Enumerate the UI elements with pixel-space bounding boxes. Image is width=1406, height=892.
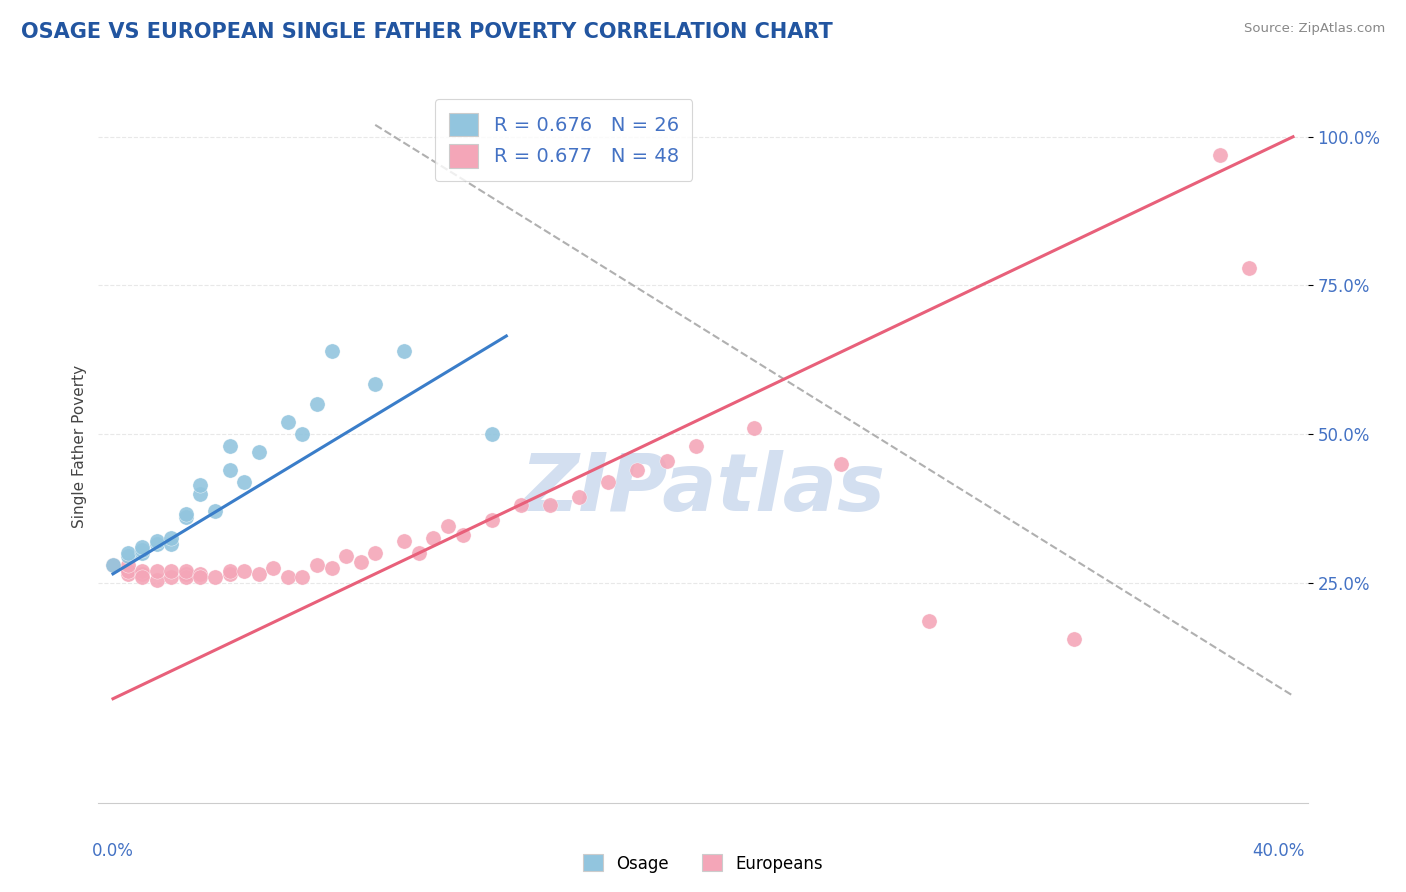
Text: OSAGE VS EUROPEAN SINGLE FATHER POVERTY CORRELATION CHART: OSAGE VS EUROPEAN SINGLE FATHER POVERTY … (21, 22, 832, 42)
Point (160, 570, 183, 584)
Point (437, 519, 460, 533)
Point (1209, 147, 1232, 161)
Point (233, 475, 256, 489)
Point (117, 546, 139, 560)
Point (277, 570, 299, 584)
Point (174, 508, 197, 522)
Point (117, 564, 139, 578)
Point (190, 477, 212, 491)
Text: 40.0%: 40.0% (1253, 842, 1305, 860)
Point (145, 573, 167, 587)
Point (247, 566, 270, 581)
Point (233, 564, 256, 578)
Point (394, 534, 416, 549)
Point (305, 397, 328, 411)
Point (918, 615, 941, 629)
Point (247, 445, 270, 459)
Text: Source: ZipAtlas.com: Source: ZipAtlas.com (1244, 22, 1385, 36)
Point (117, 566, 139, 581)
Point (291, 427, 314, 442)
Point (655, 454, 678, 468)
Point (685, 439, 707, 453)
Point (1239, 260, 1261, 275)
Point (408, 546, 430, 560)
Point (190, 486, 212, 500)
Point (174, 564, 197, 578)
Point (262, 561, 284, 575)
Point (131, 566, 153, 581)
Y-axis label: Single Father Poverty: Single Father Poverty (72, 365, 87, 527)
Point (190, 570, 212, 584)
Legend: Osage, Europeans: Osage, Europeans (576, 847, 830, 880)
Point (174, 566, 197, 581)
Point (160, 537, 183, 551)
Point (364, 546, 387, 560)
Text: ZIPatlas: ZIPatlas (520, 450, 886, 528)
Point (145, 534, 167, 549)
Legend: R = 0.676   N = 26, R = 0.677   N = 48: R = 0.676 N = 26, R = 0.677 N = 48 (436, 99, 693, 181)
Point (145, 564, 167, 578)
Point (305, 558, 328, 572)
Point (131, 546, 153, 560)
Point (830, 457, 852, 471)
Point (451, 528, 474, 542)
Point (117, 549, 139, 563)
Point (218, 463, 240, 477)
Point (145, 537, 167, 551)
Point (277, 415, 299, 429)
Point (131, 543, 153, 558)
Point (160, 531, 183, 545)
Point (742, 421, 765, 435)
Point (101, 558, 124, 572)
Point (131, 564, 153, 578)
Point (174, 570, 197, 584)
Point (1063, 632, 1085, 647)
Point (364, 376, 387, 391)
Point (598, 475, 620, 489)
Point (394, 343, 416, 358)
Point (174, 510, 197, 524)
Point (117, 558, 139, 572)
Point (481, 427, 503, 442)
Point (481, 513, 503, 527)
Point (204, 504, 226, 518)
Point (321, 343, 343, 358)
Point (422, 531, 444, 545)
Point (509, 499, 531, 513)
Point (291, 570, 314, 584)
Point (321, 561, 343, 575)
Point (626, 463, 648, 477)
Point (131, 570, 153, 584)
Point (204, 570, 226, 584)
Point (190, 566, 212, 581)
Point (218, 439, 240, 453)
Text: 0.0%: 0.0% (91, 842, 134, 860)
Point (335, 549, 357, 563)
Point (538, 499, 561, 513)
Point (568, 490, 591, 504)
Point (101, 558, 124, 572)
Point (218, 564, 240, 578)
Point (218, 566, 240, 581)
Point (131, 540, 153, 554)
Point (160, 564, 183, 578)
Point (350, 555, 373, 569)
